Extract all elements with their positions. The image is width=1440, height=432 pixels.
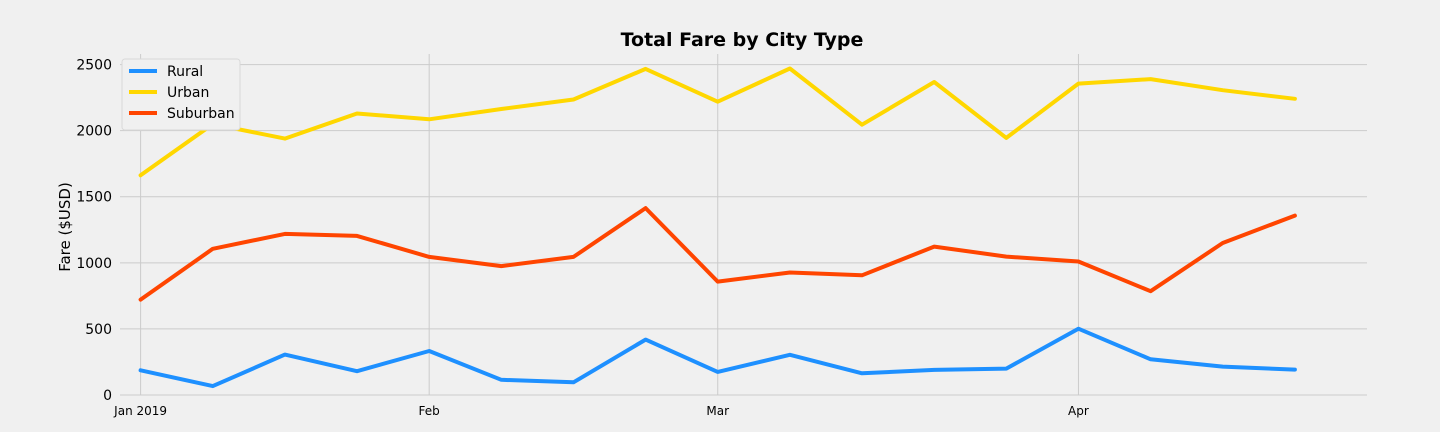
y-axis-label: Fare ($USD) xyxy=(56,182,74,272)
x-tick-label: Apr xyxy=(1068,404,1089,418)
series-lines xyxy=(138,66,1297,389)
y-tick-label: 1000 xyxy=(76,256,112,272)
x-tick-label: Jan 2019 xyxy=(113,404,167,418)
grid xyxy=(120,54,1367,396)
legend-label-urban: Urban xyxy=(167,85,209,101)
legend-label-suburban: Suburban xyxy=(167,106,235,122)
legend-label-rural: Rural xyxy=(167,64,203,80)
y-tick-label: 2000 xyxy=(76,124,112,140)
x-tick-label: Mar xyxy=(706,404,729,418)
axes: 0 500 1000 1500 2000 2500 Jan 2019 Feb Mar Apr xyxy=(76,58,1089,418)
chart-title: Total Fare by City Type xyxy=(621,29,864,51)
x-tick-label: Feb xyxy=(419,404,440,418)
y-tick-label: 1500 xyxy=(76,190,112,206)
y-tick-label: 500 xyxy=(85,322,112,338)
y-tick-label: 0 xyxy=(103,388,112,404)
legend: Rural Urban Suburban xyxy=(121,58,241,131)
y-tick-label: 2500 xyxy=(76,58,112,74)
